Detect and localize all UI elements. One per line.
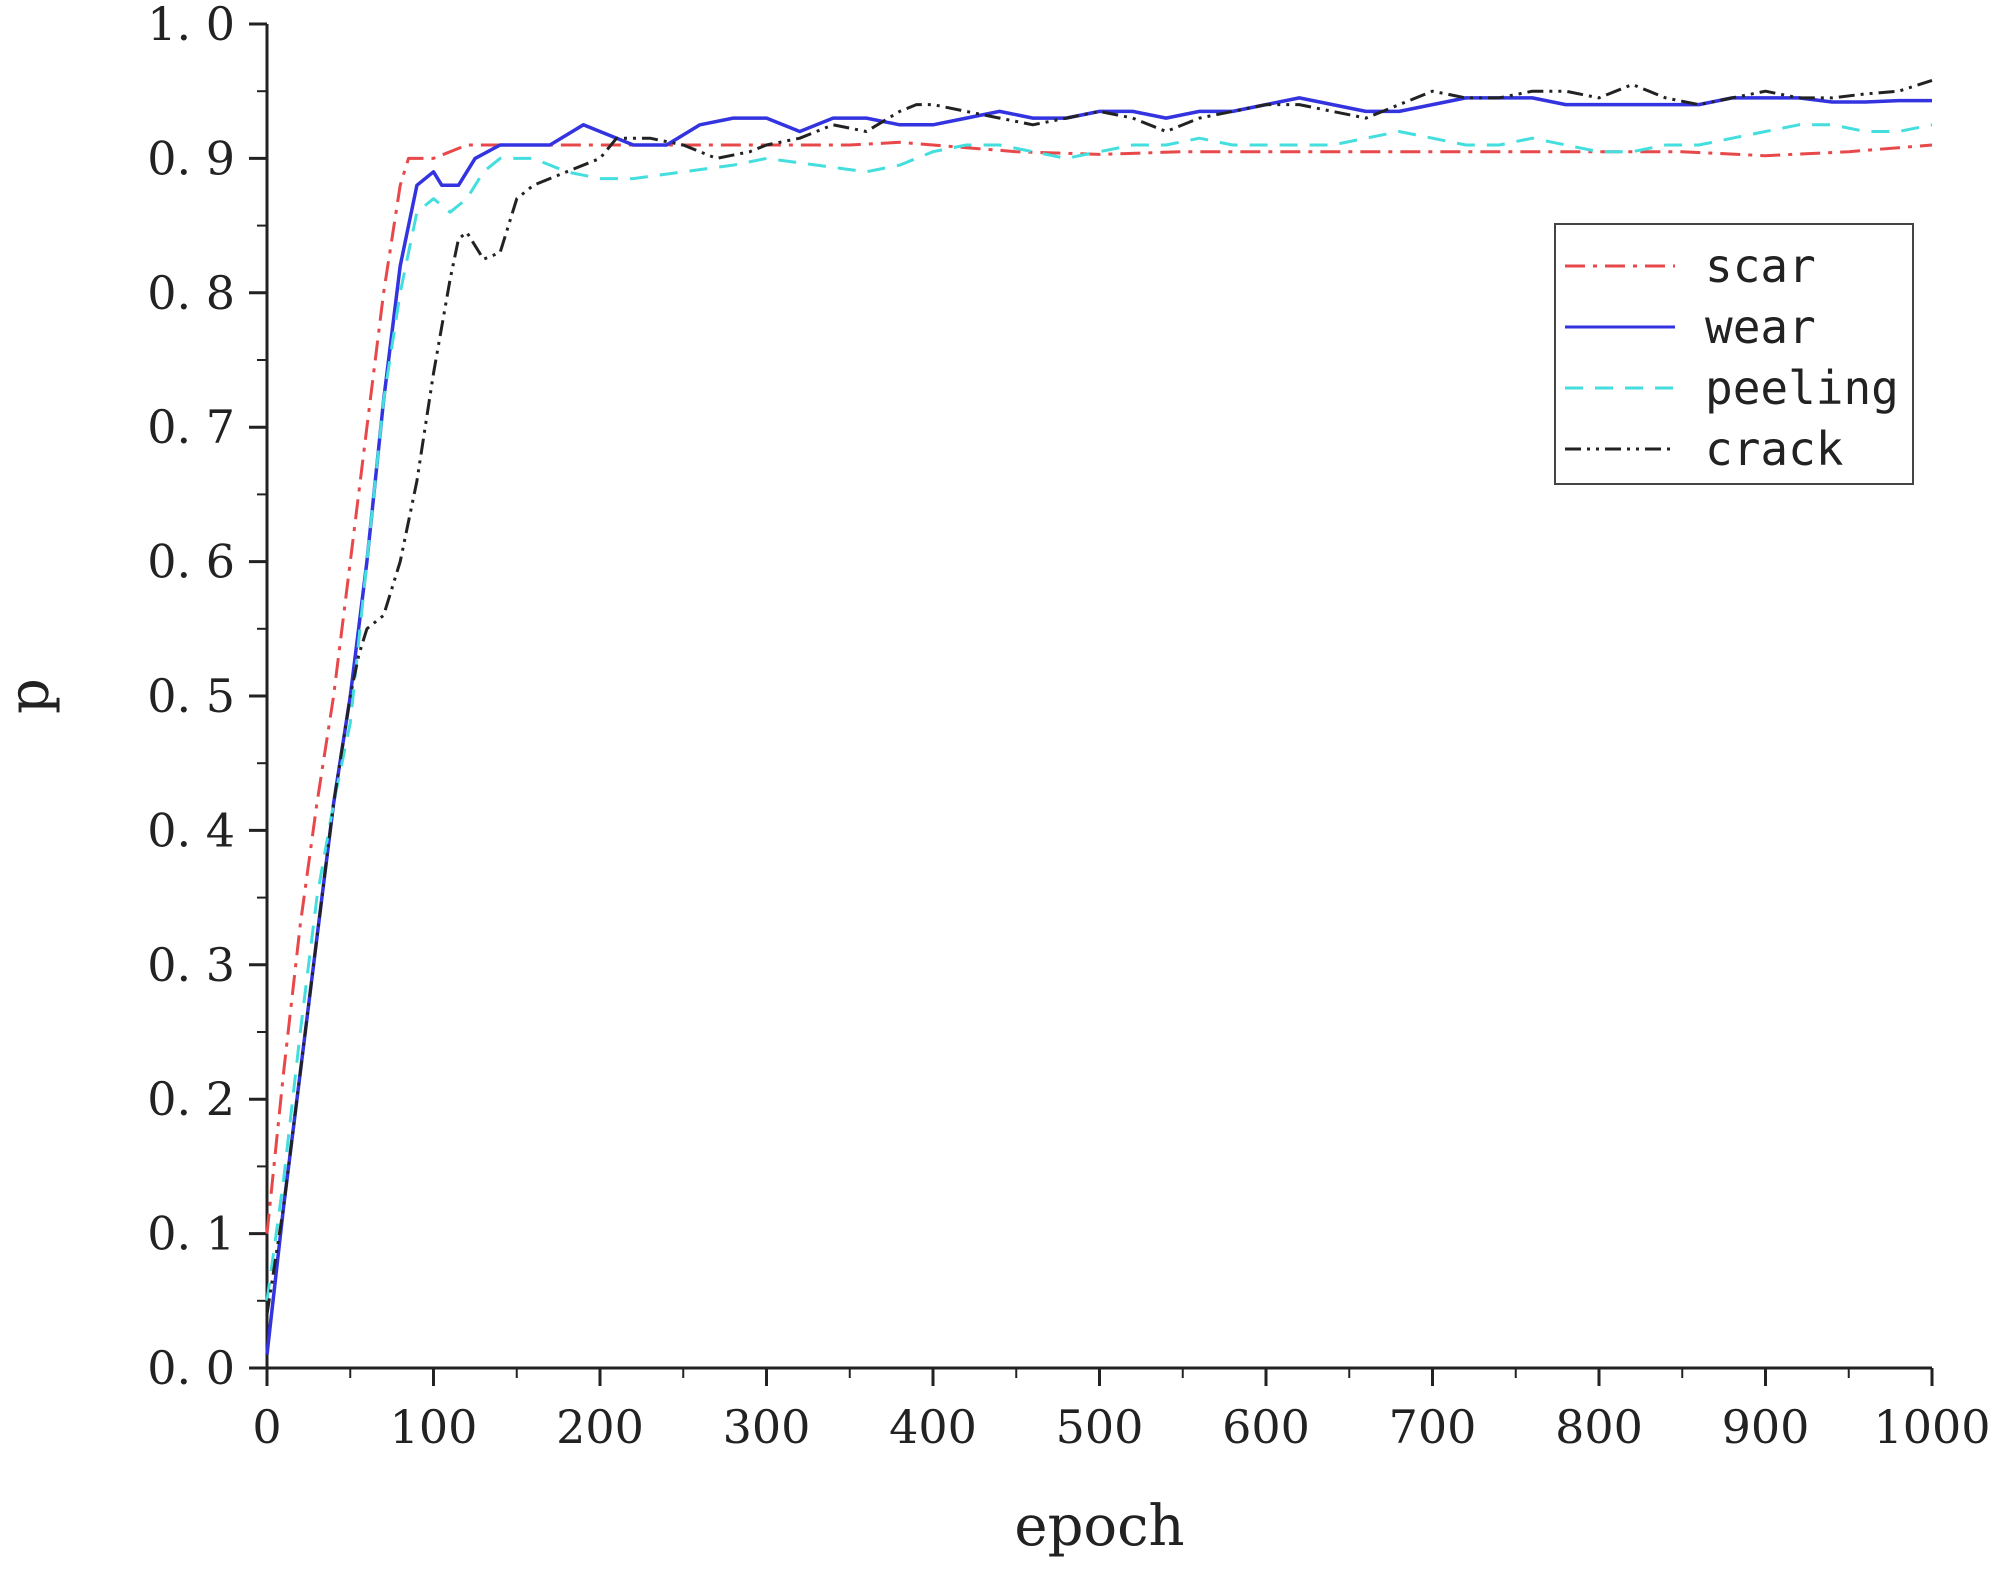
series-line-peeling (265, 123, 1933, 1302)
y-tick-label: 0. 3 (147, 938, 235, 992)
legend-label-scar: scar (1705, 239, 1816, 293)
x-tick-label: 600 (1222, 1400, 1310, 1454)
tick-marks (249, 22, 1934, 1386)
x-tick-label: 0 (252, 1400, 281, 1454)
y-tick-label: 0. 1 (147, 1207, 235, 1261)
series-lines (265, 78, 1933, 1355)
series-line-crack (265, 78, 1933, 1315)
x-tick-label: 400 (889, 1400, 977, 1454)
x-tick-label: 500 (1056, 1400, 1144, 1454)
y-tick-label: 0. 6 (147, 535, 235, 589)
y-axis-title: p (0, 678, 62, 714)
tick-labels: 0 100 200 300 400 500 600 700 800 900 1000 0. 0 0. 1… (147, 0, 1990, 1454)
x-tick-label: 700 (1389, 1400, 1477, 1454)
series-line-wear (265, 96, 1932, 1355)
legend: scar wear peeling crack (1554, 223, 1914, 485)
y-tick-label: 1. 0 (147, 0, 235, 51)
x-tick-label: 800 (1555, 1400, 1643, 1454)
x-axis-title: epoch (1014, 1494, 1184, 1559)
y-tick-label: 0. 8 (147, 266, 235, 320)
legend-label-wear: wear (1705, 300, 1816, 354)
y-tick-label: 0. 2 (147, 1072, 235, 1126)
y-tick-label: 0. 9 (147, 131, 235, 185)
x-tick-label: 900 (1722, 1400, 1810, 1454)
series-line-scar (265, 140, 1933, 1234)
y-tick-label: 0. 5 (147, 669, 235, 723)
legend-label-crack: crack (1705, 422, 1843, 476)
y-tick-label: 0. 7 (147, 400, 235, 454)
x-tick-label: 200 (556, 1400, 644, 1454)
x-tick-label: 300 (723, 1400, 811, 1454)
y-tick-label: 0. 0 (147, 1341, 235, 1395)
y-tick-label: 0. 4 (147, 803, 235, 857)
x-tick-label: 1000 (1873, 1400, 1990, 1454)
legend-label-peeling: peeling (1705, 361, 1899, 415)
x-tick-label: 100 (390, 1400, 478, 1454)
